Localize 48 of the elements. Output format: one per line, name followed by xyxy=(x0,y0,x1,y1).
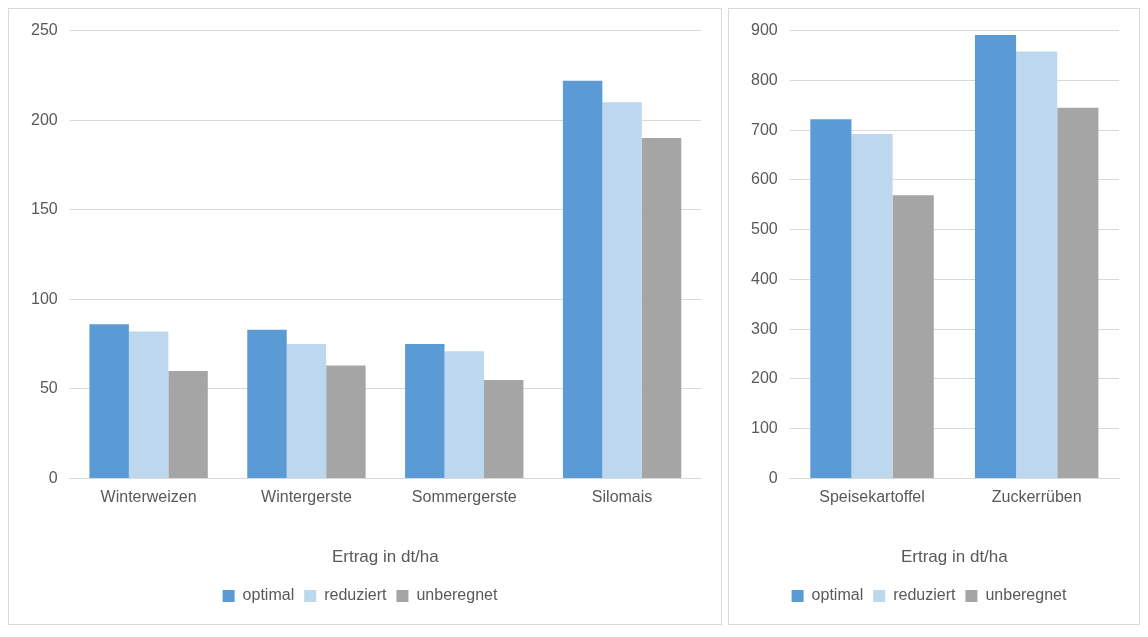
x-tick-label: Zuckerrüben xyxy=(991,488,1082,506)
y-tick-label: 200 xyxy=(750,369,778,387)
bar xyxy=(89,324,129,478)
bar xyxy=(168,370,208,478)
y-tick-label: 400 xyxy=(750,269,778,287)
y-tick-label: 150 xyxy=(30,200,58,218)
bar xyxy=(128,331,169,478)
bar xyxy=(892,195,934,478)
x-tick-label: Silomais xyxy=(591,488,653,506)
bar xyxy=(405,344,445,478)
x-axis-title: Ertrag in dt/ha xyxy=(331,547,440,567)
y-tick-label: 700 xyxy=(750,120,778,138)
x-axis-title: Ertrag in dt/ha xyxy=(900,547,1009,567)
legend-label: reduziert xyxy=(324,586,387,604)
y-tick-label: 100 xyxy=(30,289,58,307)
bar xyxy=(562,80,603,478)
bar xyxy=(483,379,524,478)
legend-label: unberegnet xyxy=(985,586,1067,604)
legend-label: unberegnet xyxy=(416,586,498,604)
bar xyxy=(1057,107,1099,478)
x-tick-label: Speisekartoffel xyxy=(819,488,925,506)
y-tick-label: 200 xyxy=(30,110,58,128)
x-tick-label: Winterweizen xyxy=(100,488,197,506)
x-tick-label: Sommergerste xyxy=(411,488,517,506)
x-tick-label: Wintergerste xyxy=(261,488,352,506)
y-tick-label: 600 xyxy=(750,170,778,188)
legend-label: optimal xyxy=(242,586,295,604)
legend-label: reduziert xyxy=(893,586,956,604)
bar xyxy=(810,119,852,478)
bar xyxy=(286,344,327,478)
bar xyxy=(444,351,484,478)
y-tick-label: 250 xyxy=(30,21,58,39)
y-tick-label: 0 xyxy=(48,468,58,486)
y-tick-label: 100 xyxy=(750,419,778,437)
y-tick-label: 900 xyxy=(750,21,778,39)
bar xyxy=(326,365,366,478)
y-tick-label: 800 xyxy=(750,70,778,88)
y-tick-label: 300 xyxy=(750,319,778,337)
bar xyxy=(247,329,287,478)
bar xyxy=(1016,51,1058,478)
legend-label: optimal xyxy=(811,586,864,604)
bar xyxy=(851,134,893,478)
bar xyxy=(602,102,642,478)
y-tick-label: 0 xyxy=(768,468,778,486)
bar xyxy=(641,138,682,478)
y-tick-label: 500 xyxy=(750,220,778,238)
y-tick-label: 50 xyxy=(39,379,58,397)
bar xyxy=(974,35,1017,478)
